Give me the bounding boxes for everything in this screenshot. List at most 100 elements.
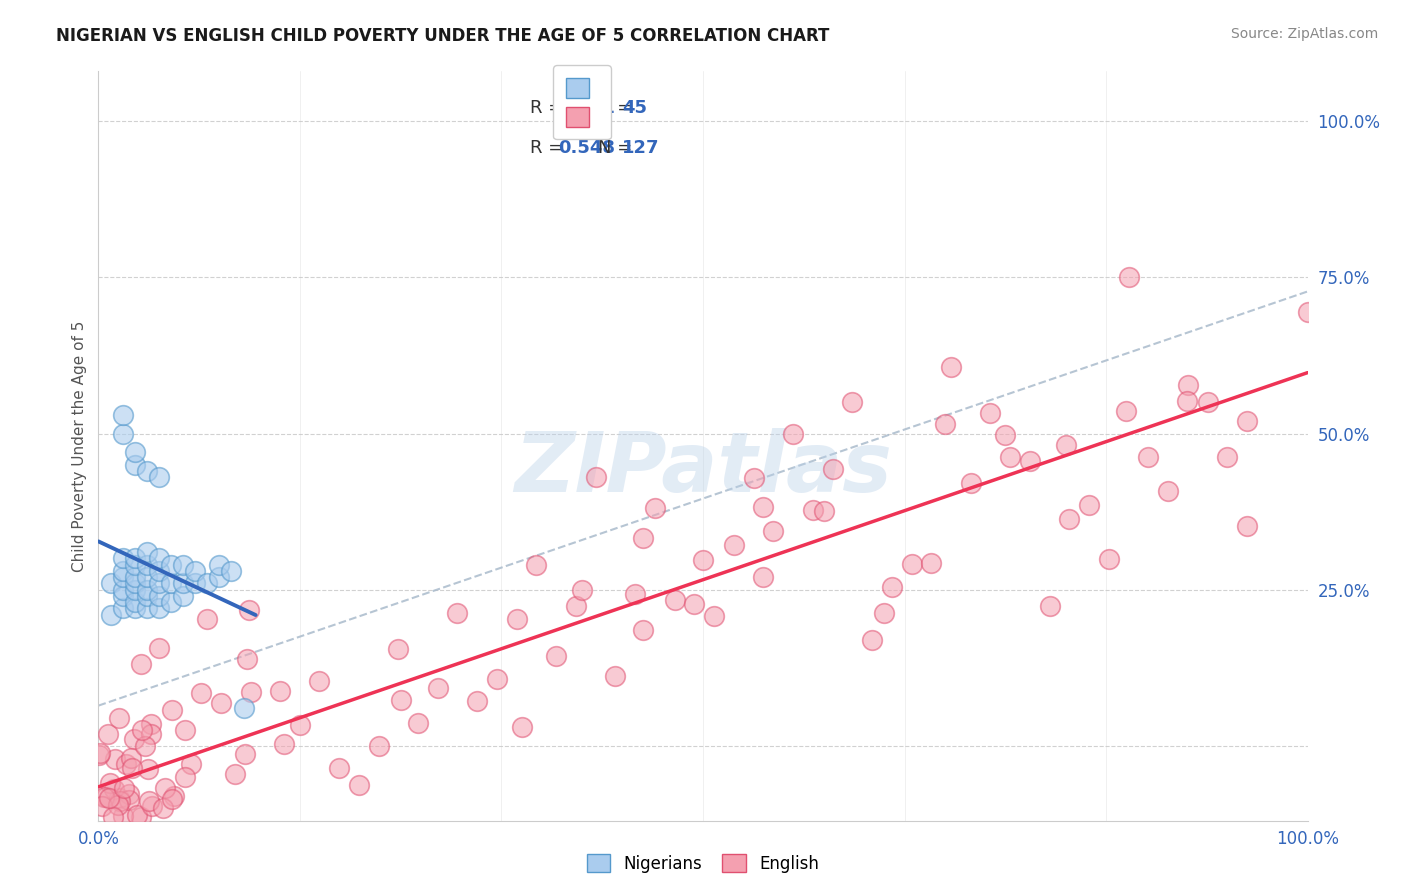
- Point: [1039, 599, 1062, 614]
- Point: [136, 832, 159, 847]
- Point: [111, 408, 134, 422]
- Point: [87, 832, 110, 847]
- Point: [135, 601, 157, 615]
- Point: [152, 801, 174, 815]
- Point: [387, 641, 409, 656]
- Point: [135, 582, 157, 597]
- Point: [880, 581, 903, 595]
- Point: [100, 576, 122, 591]
- Point: [139, 832, 162, 847]
- Point: [124, 732, 146, 747]
- Point: [111, 551, 134, 566]
- Point: [801, 503, 824, 517]
- Text: N =: N =: [598, 99, 638, 117]
- Point: [107, 797, 129, 812]
- Point: [624, 587, 647, 601]
- Point: [139, 727, 162, 741]
- Point: [631, 532, 654, 546]
- Point: [93, 789, 115, 804]
- Point: [565, 599, 588, 614]
- Point: [136, 763, 159, 777]
- Point: [209, 696, 232, 710]
- Point: [1115, 404, 1137, 418]
- Point: [124, 458, 146, 472]
- Point: [1197, 394, 1219, 409]
- Point: [347, 778, 370, 792]
- Point: [135, 570, 157, 584]
- Point: [510, 720, 533, 734]
- Point: [190, 686, 212, 700]
- Point: [238, 603, 260, 617]
- Point: [221, 564, 243, 578]
- Point: [124, 576, 146, 591]
- Point: [174, 723, 197, 737]
- Point: [180, 757, 202, 772]
- Point: [979, 407, 1001, 421]
- Point: [135, 589, 157, 603]
- Point: [1175, 394, 1198, 409]
- Point: [111, 564, 134, 578]
- Point: [505, 611, 527, 625]
- Point: [148, 589, 170, 603]
- Point: [89, 746, 111, 760]
- Point: [813, 504, 835, 518]
- Point: [184, 576, 207, 591]
- Point: [111, 601, 134, 615]
- Point: [108, 791, 131, 805]
- Point: [873, 607, 896, 621]
- Point: [114, 756, 136, 771]
- Text: 127: 127: [621, 139, 659, 157]
- Point: [367, 739, 389, 754]
- Point: [141, 799, 163, 814]
- Point: [134, 832, 156, 847]
- Point: [172, 558, 194, 572]
- Point: [446, 606, 468, 620]
- Point: [138, 794, 160, 808]
- Point: [269, 684, 291, 698]
- Point: [118, 787, 141, 801]
- Point: [160, 558, 183, 572]
- Point: [136, 831, 159, 846]
- Point: [135, 464, 157, 478]
- Point: [208, 558, 231, 572]
- Point: [111, 426, 134, 441]
- Point: [184, 564, 207, 578]
- Point: [112, 809, 135, 823]
- Point: [124, 570, 146, 584]
- Point: [465, 694, 488, 708]
- Point: [288, 718, 311, 732]
- Point: [994, 428, 1017, 442]
- Point: [118, 793, 141, 807]
- Point: [112, 780, 135, 795]
- Point: [900, 557, 922, 571]
- Point: [208, 570, 231, 584]
- Text: N =: N =: [598, 139, 638, 157]
- Point: [631, 623, 654, 637]
- Point: [148, 551, 170, 566]
- Point: [232, 701, 254, 715]
- Point: [94, 832, 117, 847]
- Point: [1177, 377, 1199, 392]
- Point: [1078, 498, 1101, 512]
- Point: [173, 770, 195, 784]
- Point: [426, 681, 449, 696]
- Point: [120, 750, 142, 764]
- Point: [782, 427, 804, 442]
- Point: [273, 737, 295, 751]
- Point: [195, 576, 218, 591]
- Point: [98, 790, 121, 805]
- Point: [148, 601, 170, 615]
- Point: [485, 672, 508, 686]
- Point: [104, 752, 127, 766]
- Point: [148, 564, 170, 578]
- Point: [939, 360, 962, 375]
- Point: [742, 471, 765, 485]
- Point: [1000, 450, 1022, 464]
- Point: [236, 652, 259, 666]
- Point: [100, 776, 122, 790]
- Text: 45: 45: [621, 99, 647, 117]
- Point: [328, 761, 350, 775]
- Point: [860, 632, 883, 647]
- Point: [111, 589, 134, 603]
- Point: [752, 570, 775, 584]
